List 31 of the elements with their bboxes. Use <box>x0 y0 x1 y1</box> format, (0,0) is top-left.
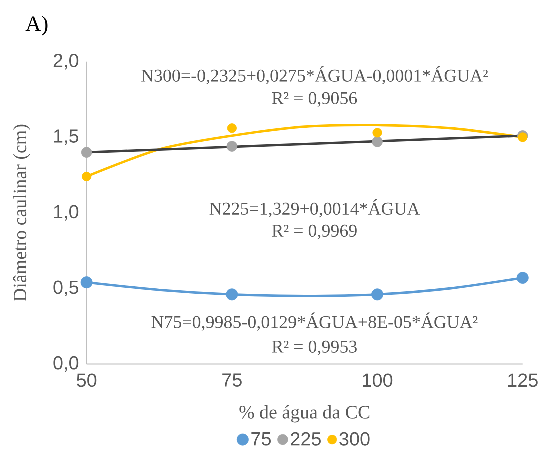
chart-title: A) <box>26 16 48 36</box>
annotation: N225=1,329+0,0014*ÁGUA <box>210 199 420 218</box>
annotation: N75=0,9985-0,0129*ÁGUA+8E-05*ÁGUA² <box>152 312 478 331</box>
legend-label: 75 <box>252 432 271 446</box>
x-tick-label: 125 <box>508 374 538 388</box>
point <box>516 272 529 284</box>
annotation: N300=-0,2325+0,0275*ÁGUA-0,0001*ÁGUA² <box>142 66 488 85</box>
point <box>372 136 383 148</box>
point <box>226 288 238 301</box>
y-tick-label: 1,0 <box>54 205 79 221</box>
x-axis-title: % de água da CC <box>240 405 370 423</box>
point <box>372 128 382 138</box>
point <box>82 172 92 182</box>
point <box>372 288 384 301</box>
point <box>81 147 92 158</box>
y-tick-label: 0,0 <box>54 356 79 372</box>
annotation: R² = 0,9969 <box>272 224 357 240</box>
y-tick-label: 2,0 <box>54 54 79 70</box>
y-tick-label: 1,5 <box>54 130 79 146</box>
y-tick-label: 0,5 <box>54 280 79 296</box>
x-tick-label: 75 <box>222 374 242 387</box>
point <box>227 124 237 134</box>
x-tick-label: 100 <box>363 374 393 388</box>
x-tick-label: 50 <box>77 374 97 388</box>
point <box>226 141 238 152</box>
legend-label: 300 <box>340 432 370 446</box>
annotation: R² = 0,9056 <box>272 92 358 108</box>
legend-label: 225 <box>291 432 321 446</box>
point <box>80 276 93 289</box>
y-axis-title: Diâmetro caulinar (cm) <box>13 124 30 302</box>
annotation: R² = 0,9953 <box>272 340 357 356</box>
